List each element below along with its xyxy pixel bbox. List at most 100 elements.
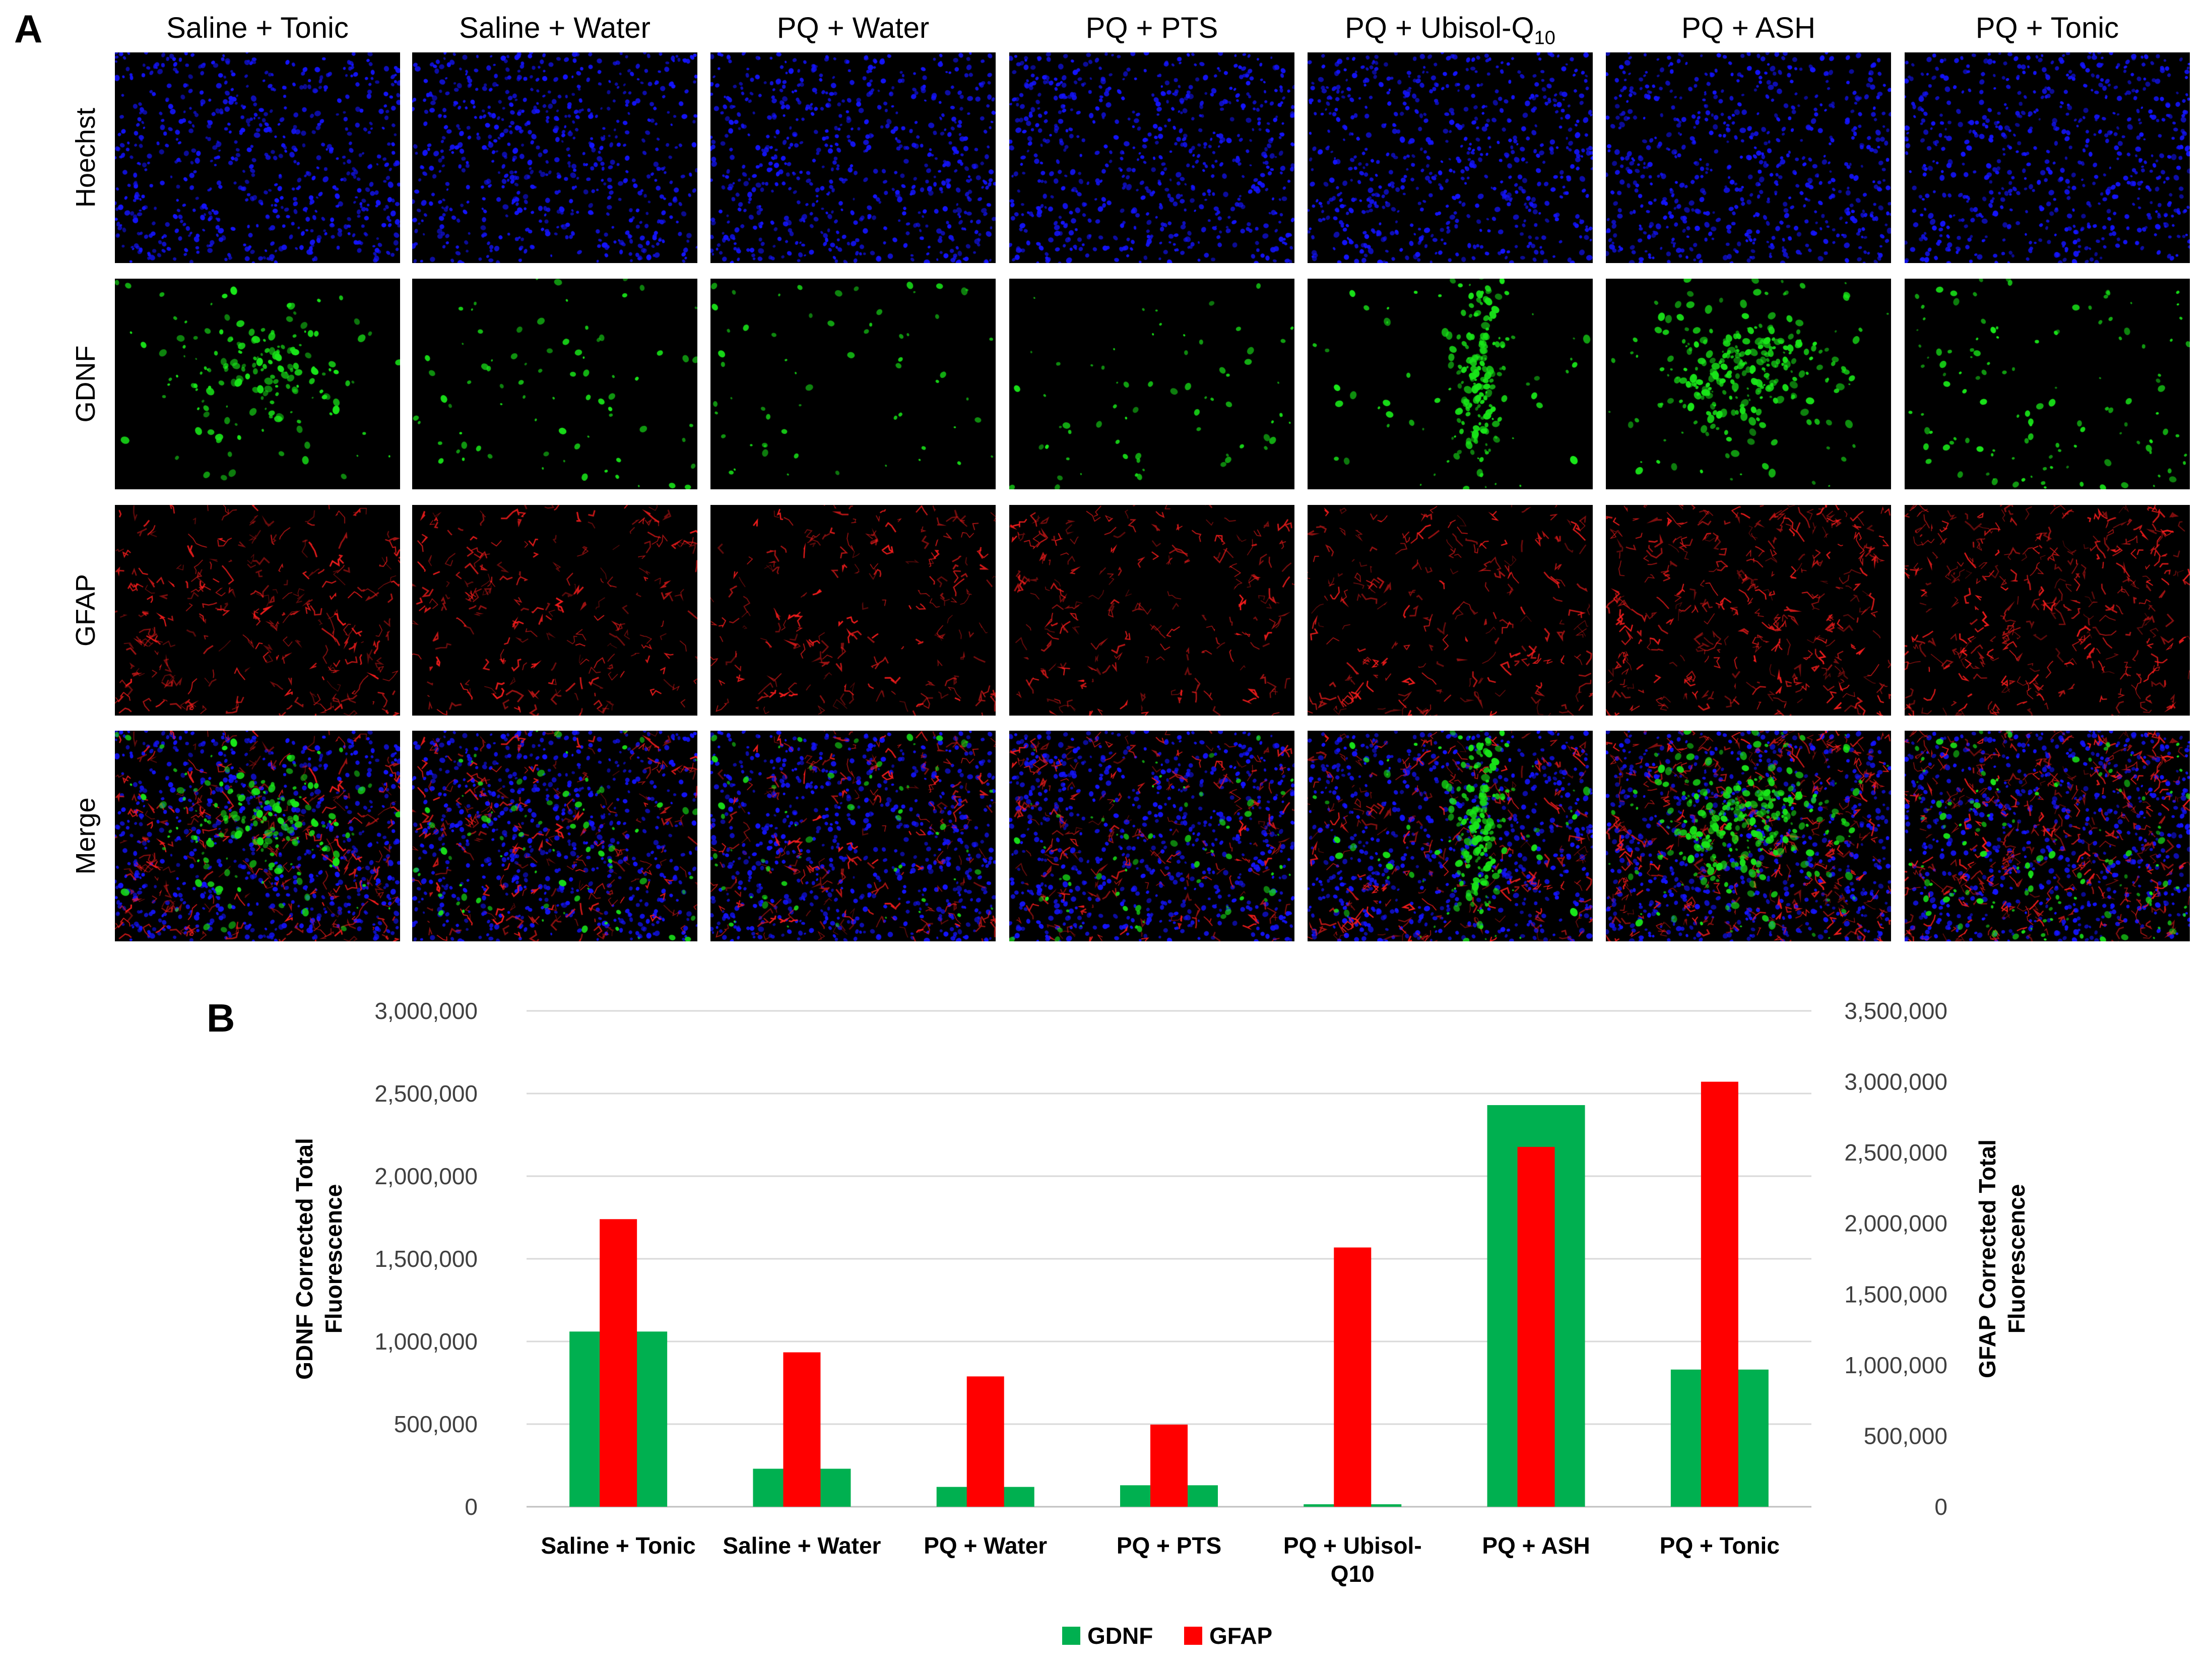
micrograph-hoechst — [1606, 52, 1891, 263]
micrograph-merge — [115, 731, 400, 941]
micrograph-gdnf — [1009, 279, 1294, 489]
micrograph-hoechst — [710, 52, 996, 263]
row-label-text: Hoechst — [71, 107, 101, 208]
micrograph-hoechst — [412, 52, 697, 263]
legend-label-gfap: GFAP — [1209, 1623, 1272, 1649]
micrograph-gfap — [710, 505, 996, 716]
right-tick-label: 1,000,000 — [1844, 1352, 1947, 1378]
left-tick-label: 1,500,000 — [374, 1246, 478, 1272]
legend-swatch-gdnf — [1062, 1627, 1080, 1645]
micrograph-image — [115, 731, 400, 941]
column-title-subscript: 10 — [1534, 27, 1555, 49]
micrograph-merge — [1308, 731, 1593, 941]
left-tick-label: 500,000 — [394, 1411, 478, 1437]
micrograph-image — [1308, 52, 1593, 263]
micrograph-image — [1606, 505, 1891, 716]
left-tick-label: 2,000,000 — [374, 1163, 478, 1189]
category-label: Saline + Tonic — [541, 1532, 696, 1559]
column-title-text: PQ + ASH — [1681, 12, 1815, 44]
micrograph-gdnf — [1905, 279, 2190, 489]
category-label: PQ + Tonic — [1660, 1532, 1780, 1559]
micrograph-merge — [1606, 731, 1891, 941]
category-label: PQ + Water — [924, 1532, 1047, 1559]
micrograph-image — [1606, 731, 1891, 941]
left-tick-label: 0 — [465, 1494, 478, 1520]
column-title-text: PQ + Tonic — [1975, 12, 2119, 44]
right-tick-label: 0 — [1934, 1494, 1947, 1520]
column-title: PQ + Water — [710, 11, 996, 45]
micrograph-gdnf — [710, 279, 996, 489]
micrograph-image — [1905, 279, 2190, 489]
column-title: PQ + Ubisol-Q10 — [1308, 11, 1593, 49]
micrograph-image — [115, 505, 400, 716]
micrograph-image — [1606, 52, 1891, 263]
left-tick-label: 2,500,000 — [374, 1080, 478, 1107]
right-tick-label: 3,000,000 — [1844, 1069, 1947, 1095]
fluorescence-bar-chart: 0 500,000 1,000,000 1,500,000 2,000,000 2,500… — [291, 998, 2030, 1649]
column-title-text: PQ + PTS — [1085, 12, 1218, 44]
bar-gfap — [1334, 1247, 1372, 1507]
micrograph-image — [1308, 505, 1593, 716]
panel-b-label: B — [207, 996, 235, 1040]
micrograph-image — [412, 279, 697, 489]
micrograph-image — [1009, 52, 1294, 263]
row-label-text: Merge — [71, 797, 101, 875]
column-title-text: Saline + Water — [459, 12, 650, 44]
micrograph-hoechst — [1905, 52, 2190, 263]
micrograph-image — [115, 279, 400, 489]
micrograph-image — [412, 505, 697, 716]
legend-swatch-gfap — [1184, 1627, 1202, 1645]
column-title: PQ + ASH — [1606, 11, 1891, 45]
micrograph-image — [710, 505, 996, 716]
micrograph-image — [1606, 279, 1891, 489]
micrograph-image — [1905, 52, 2190, 263]
micrograph-merge — [1009, 731, 1294, 941]
micrograph-image — [1009, 731, 1294, 941]
micrograph-image — [1308, 731, 1593, 941]
left-axis-title: GDNF Corrected Total — [291, 1138, 317, 1380]
micrograph-image — [710, 52, 996, 263]
micrograph-gfap — [1009, 505, 1294, 716]
micrograph-gdnf — [412, 279, 697, 489]
bar-gfap — [1701, 1081, 1738, 1507]
micrograph-image — [412, 731, 697, 941]
legend-label-gdnf: GDNF — [1087, 1623, 1153, 1649]
bar-gfap — [966, 1376, 1004, 1507]
bar-gfap — [1150, 1424, 1188, 1507]
micrograph-image — [1009, 279, 1294, 489]
micrograph-image — [1308, 279, 1593, 489]
micrograph-image — [412, 52, 697, 263]
micrograph-hoechst — [115, 52, 400, 263]
micrograph-gdnf — [1606, 279, 1891, 489]
column-title: PQ + PTS — [1009, 11, 1294, 45]
micrograph-gfap — [1308, 505, 1593, 716]
bar-gfap — [783, 1352, 821, 1507]
micrograph-gfap — [412, 505, 697, 716]
micrograph-image — [710, 731, 996, 941]
row-label-text: GDNF — [71, 345, 101, 423]
category-label: PQ + PTS — [1117, 1532, 1221, 1559]
micrograph-gfap — [1606, 505, 1891, 716]
bar-gfap — [600, 1219, 637, 1507]
column-title-text: PQ + Ubisol-Q — [1345, 12, 1534, 44]
row-label-text: GFAP — [71, 573, 101, 647]
right-axis-title: GFAP Corrected Total — [1974, 1139, 2000, 1378]
micrograph-gfap — [1905, 505, 2190, 716]
micrograph-hoechst — [1308, 52, 1593, 263]
column-title: Saline + Tonic — [115, 11, 400, 45]
micrograph-gfap — [115, 505, 400, 716]
right-axis-title: Fluorescence — [2003, 1184, 2030, 1334]
micrograph-image — [1905, 731, 2190, 941]
right-tick-label: 3,500,000 — [1844, 998, 1947, 1024]
right-tick-label: 500,000 — [1864, 1423, 1947, 1449]
category-label: Saline + Water — [723, 1532, 881, 1559]
category-label: PQ + ASH — [1482, 1532, 1590, 1559]
category-label: Q10 — [1331, 1561, 1375, 1587]
micrograph-image — [115, 52, 400, 263]
right-tick-label: 2,500,000 — [1844, 1139, 1947, 1166]
panel-a-label: A — [14, 7, 43, 51]
micrograph-gdnf — [1308, 279, 1593, 489]
micrograph-merge — [1905, 731, 2190, 941]
left-tick-label: 1,000,000 — [374, 1328, 478, 1355]
left-tick-label: 3,000,000 — [374, 998, 478, 1024]
